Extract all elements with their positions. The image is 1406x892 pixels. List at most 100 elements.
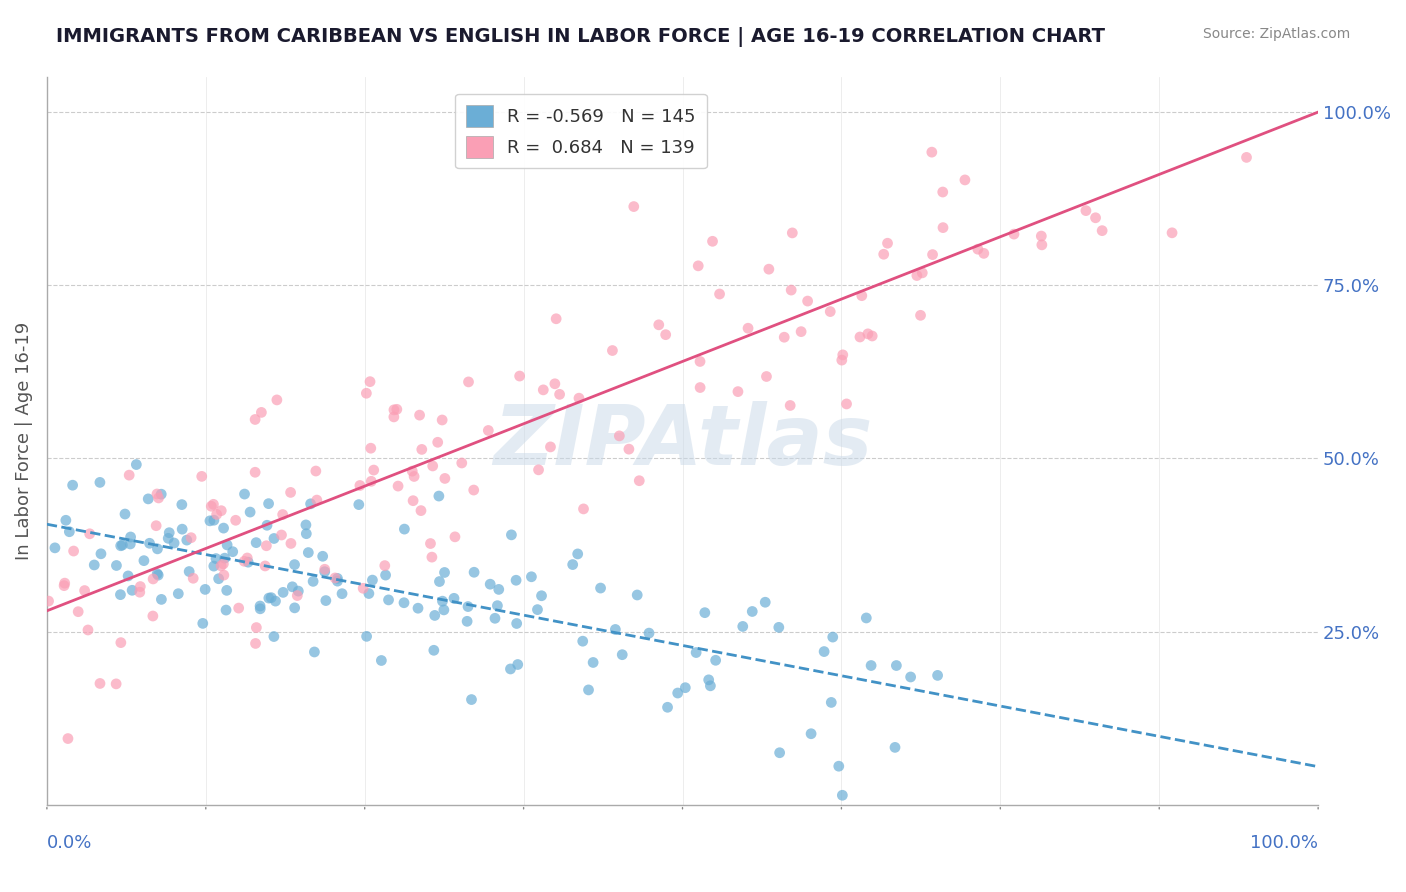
English <box>209 504 232 518</box>
Immigrants from Caribbean <box>284 558 307 572</box>
Immigrants from Caribbean <box>295 517 318 532</box>
English <box>702 235 724 249</box>
English <box>280 536 302 550</box>
Immigrants from Caribbean <box>239 505 262 519</box>
English <box>38 594 60 608</box>
Immigrants from Caribbean <box>821 630 844 644</box>
Immigrants from Caribbean <box>427 489 450 503</box>
Immigrants from Caribbean <box>704 653 727 667</box>
English <box>409 503 432 517</box>
English <box>360 475 382 489</box>
Immigrants from Caribbean <box>284 600 307 615</box>
Immigrants from Caribbean <box>302 574 325 589</box>
English <box>73 583 96 598</box>
Immigrants from Caribbean <box>605 623 627 637</box>
Immigrants from Caribbean <box>347 498 370 512</box>
Immigrants from Caribbean <box>105 558 128 573</box>
English <box>430 413 453 427</box>
English <box>1074 203 1097 218</box>
Immigrants from Caribbean <box>263 532 285 546</box>
Immigrants from Caribbean <box>202 559 225 574</box>
English <box>654 327 676 342</box>
English <box>374 558 396 573</box>
Immigrants from Caribbean <box>138 536 160 550</box>
English <box>831 348 853 362</box>
English <box>953 173 976 187</box>
Immigrants from Caribbean <box>249 602 271 616</box>
English <box>966 242 988 256</box>
Immigrants from Caribbean <box>886 658 908 673</box>
Immigrants from Caribbean <box>194 582 217 597</box>
English <box>387 479 409 493</box>
English <box>314 562 336 576</box>
English <box>270 528 292 542</box>
Immigrants from Caribbean <box>699 679 721 693</box>
Immigrants from Caribbean <box>315 593 337 607</box>
Immigrants from Caribbean <box>612 648 634 662</box>
Immigrants from Caribbean <box>433 603 456 617</box>
English <box>849 330 872 344</box>
English <box>411 442 433 457</box>
English <box>202 497 225 511</box>
English <box>228 601 250 615</box>
Immigrants from Caribbean <box>488 582 510 597</box>
Text: Source: ZipAtlas.com: Source: ZipAtlas.com <box>1202 27 1350 41</box>
English <box>323 571 346 585</box>
Immigrants from Caribbean <box>820 695 842 709</box>
English <box>921 247 943 261</box>
English <box>305 493 328 508</box>
English <box>205 508 228 522</box>
English <box>385 402 408 417</box>
Immigrants from Caribbean <box>582 656 605 670</box>
English <box>856 326 879 341</box>
English <box>546 311 568 326</box>
Immigrants from Caribbean <box>172 522 194 536</box>
English <box>56 731 79 746</box>
English <box>727 384 749 399</box>
Immigrants from Caribbean <box>741 605 763 619</box>
Immigrants from Caribbean <box>530 589 553 603</box>
English <box>53 576 76 591</box>
Immigrants from Caribbean <box>295 526 318 541</box>
Immigrants from Caribbean <box>90 547 112 561</box>
English <box>477 424 499 438</box>
Immigrants from Caribbean <box>392 596 415 610</box>
Immigrants from Caribbean <box>578 682 600 697</box>
Immigrants from Caribbean <box>900 670 922 684</box>
Immigrants from Caribbean <box>170 498 193 512</box>
Immigrants from Caribbean <box>117 569 139 583</box>
English <box>305 464 328 478</box>
English <box>245 636 267 650</box>
Immigrants from Caribbean <box>148 568 170 582</box>
Immigrants from Caribbean <box>198 514 221 528</box>
Immigrants from Caribbean <box>433 566 456 580</box>
Immigrants from Caribbean <box>884 740 907 755</box>
Immigrants from Caribbean <box>927 668 949 682</box>
Immigrants from Caribbean <box>146 566 169 581</box>
English <box>254 539 277 553</box>
English <box>408 408 430 422</box>
Immigrants from Caribbean <box>526 602 548 616</box>
Immigrants from Caribbean <box>828 759 851 773</box>
English <box>77 623 100 637</box>
Immigrants from Caribbean <box>860 658 883 673</box>
Immigrants from Caribbean <box>257 497 280 511</box>
English <box>53 579 76 593</box>
Text: 100.0%: 100.0% <box>1250 834 1319 852</box>
Text: ZIPAtlas: ZIPAtlas <box>494 401 872 482</box>
English <box>233 554 256 568</box>
English <box>860 329 883 343</box>
Immigrants from Caribbean <box>456 615 478 629</box>
Immigrants from Caribbean <box>394 522 416 536</box>
Immigrants from Caribbean <box>287 584 309 599</box>
Immigrants from Caribbean <box>457 599 479 614</box>
English <box>422 458 444 473</box>
English <box>285 589 308 603</box>
English <box>105 677 128 691</box>
Immigrants from Caribbean <box>673 681 696 695</box>
Immigrants from Caribbean <box>731 619 754 633</box>
Immigrants from Caribbean <box>281 580 304 594</box>
English <box>243 465 266 479</box>
Immigrants from Caribbean <box>561 558 583 572</box>
Immigrants from Caribbean <box>146 541 169 556</box>
